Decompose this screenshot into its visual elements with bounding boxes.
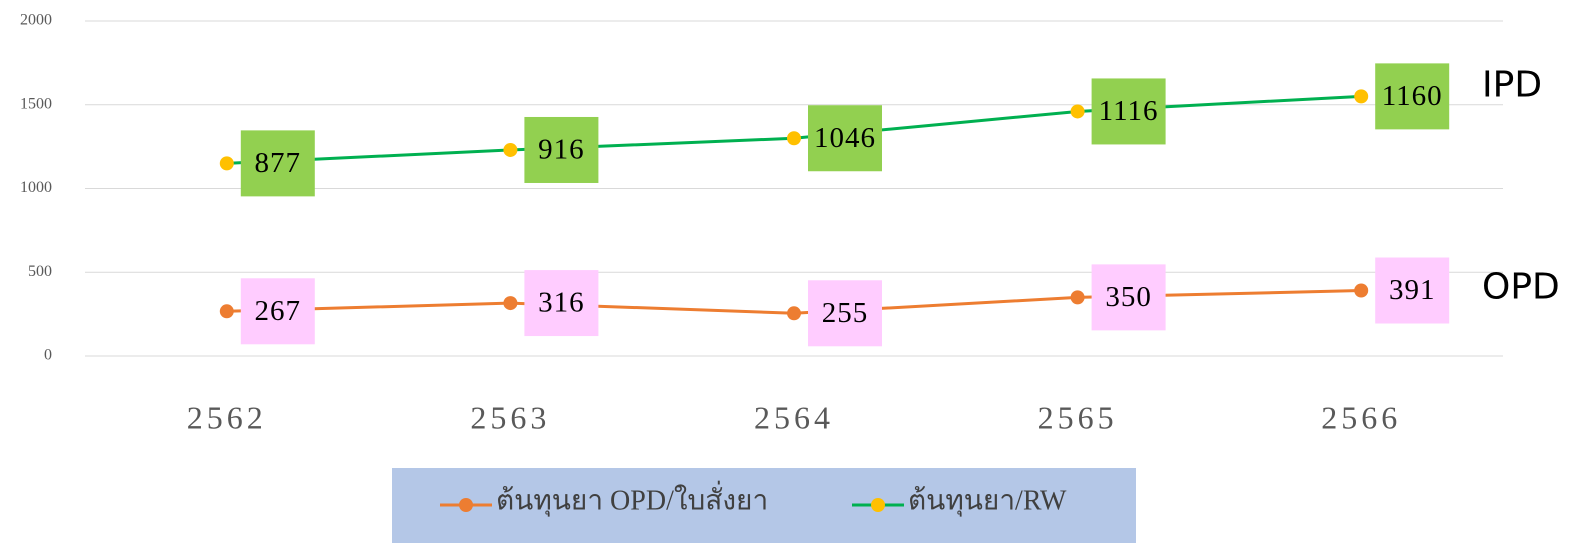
x-tick-label: 2564 [754,399,834,435]
data-label: 391 [1389,274,1436,306]
y-tick-label: 2000 [20,12,52,29]
marker [1070,290,1085,305]
marker [219,156,234,171]
legend-label: ต้นทุนยา/RW [908,485,1067,517]
data-label: 350 [1105,281,1152,313]
series-annotation: IPD [1482,64,1542,105]
label-box [524,116,599,183]
marker [1354,89,1369,104]
marker [219,304,234,319]
data-label: 916 [538,134,585,166]
x-tick-label: 2566 [1321,399,1401,435]
x-tick-label: 2562 [187,399,267,435]
x-tick-label: 2565 [1038,399,1118,435]
x-tick-label: 2563 [470,399,550,435]
legend-marker [459,498,473,512]
y-tick-label: 500 [28,263,52,280]
data-label: 267 [255,295,302,327]
legend-label: ต้นทุนยา OPD/ใบสั่งยา [496,480,768,517]
data-label: 1116 [1099,95,1159,127]
label-box [1091,78,1166,145]
legend-box [392,468,1136,543]
y-tick-label: 1000 [20,179,52,196]
data-label: 877 [255,147,302,179]
data-label: 255 [822,297,869,329]
data-label: 1046 [814,122,876,154]
label-box [1375,63,1450,130]
label-box [1091,264,1166,331]
marker [1070,104,1085,119]
label-box [808,280,882,347]
label-box [808,105,882,172]
y-tick-label: 0 [44,347,52,364]
legend-marker [871,498,885,512]
marker [503,296,518,311]
series-annotation: OPD [1482,267,1560,308]
series-line [226,94,1362,165]
data-label: 316 [538,287,585,319]
marker [1354,283,1369,298]
marker [503,142,518,157]
marker [787,131,801,146]
label-box [240,130,315,197]
label-box [1375,257,1450,324]
data-label: 1160 [1382,80,1443,112]
label-box [524,270,599,337]
label-box [240,278,315,345]
y-tick-label: 1500 [20,95,52,112]
marker [787,306,801,321]
